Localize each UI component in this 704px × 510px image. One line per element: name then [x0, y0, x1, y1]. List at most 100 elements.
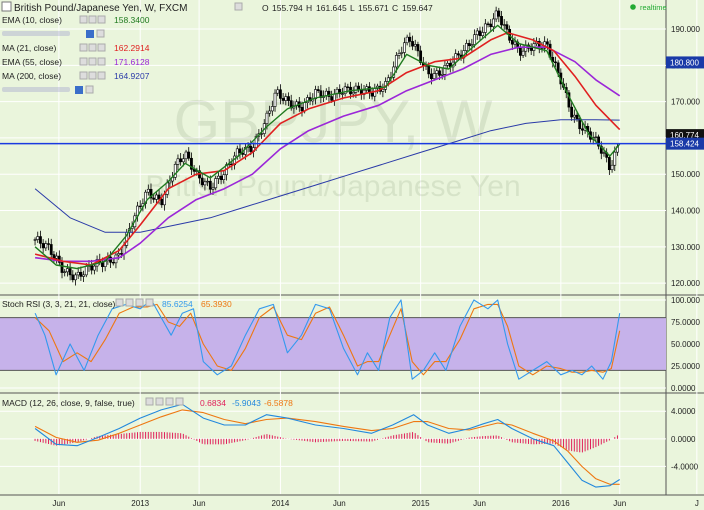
price-axis-tick-label: 170.000 [671, 98, 700, 107]
chart-title: British Pound/Japanese Yen, W, FXCM [14, 3, 187, 14]
candle-body [497, 10, 501, 17]
legend-hide-icon[interactable] [155, 397, 164, 406]
legend-close-icon[interactable] [165, 397, 174, 406]
candle-body [467, 43, 471, 47]
legend-hide-icon[interactable] [88, 43, 97, 52]
macd-signal-line [34, 409, 620, 485]
candle-body [341, 93, 344, 95]
legend-eye-icon[interactable] [75, 86, 83, 94]
time-axis-tick-label: 2014 [272, 499, 290, 508]
time-axis-tick-label: J [695, 499, 699, 508]
legend-close-icon[interactable] [97, 15, 106, 24]
title-settings-button[interactable] [234, 2, 243, 11]
candle-body [79, 271, 83, 277]
legend-hide-icon[interactable] [88, 71, 97, 80]
candle-body [438, 70, 441, 76]
candle-body [276, 89, 280, 94]
candle-body [411, 41, 414, 47]
macd-legend: MACD (12, 26, close, 9, false, true) 0.6… [2, 397, 293, 408]
candle-body [211, 187, 215, 190]
candle-body [149, 188, 153, 199]
macd-axis-tick-label: -4.0000 [671, 462, 699, 471]
legend-settings-icon[interactable] [79, 57, 88, 66]
candle-body [346, 86, 350, 88]
legend-close-icon[interactable] [96, 29, 105, 38]
candle-body [68, 268, 72, 276]
indicator-legend: EMA (10, close) 158.3400 MA (21, close) 162… [2, 15, 150, 94]
legend-settings-icon[interactable] [145, 397, 154, 406]
candle-body [265, 112, 269, 124]
candle-body [427, 65, 431, 75]
legend-settings-icon[interactable] [115, 298, 124, 307]
candle-body [249, 145, 253, 152]
macd-label: MACD (12, 26, close, 9, false, true) [2, 398, 135, 408]
legend-close-icon[interactable] [97, 71, 106, 80]
candle-body [478, 30, 482, 36]
candle-body [157, 194, 161, 200]
candle-body [36, 236, 40, 240]
indicator-legend-label: EMA (10, close) [2, 15, 62, 25]
candle-body [470, 44, 474, 47]
legend-settings-icon[interactable] [79, 71, 88, 80]
candle-body [510, 39, 514, 45]
legend-settings-icon[interactable] [79, 15, 88, 24]
legend-settings-icon[interactable] [79, 43, 88, 52]
legend-close-icon[interactable] [97, 57, 106, 66]
candle-body [370, 92, 374, 97]
candle-body [400, 52, 404, 54]
candle-body [76, 271, 80, 276]
indicator-legend-label: MA (200, close) [2, 71, 61, 81]
candle-body [578, 118, 582, 130]
candle-body [456, 53, 460, 56]
candle-body [483, 23, 487, 33]
candle-body [327, 90, 331, 97]
candle-body [597, 136, 600, 147]
legend-hide-icon[interactable] [125, 298, 134, 307]
candle-body [413, 44, 417, 47]
candle-body [287, 96, 290, 101]
candle-body [219, 175, 223, 180]
candle-body [208, 180, 212, 190]
legend-close-icon[interactable] [135, 298, 144, 307]
legend-hide-icon[interactable] [88, 15, 97, 24]
time-axis-tick-label: Jun [333, 499, 346, 508]
candle-body [500, 16, 503, 26]
candle-body [432, 73, 436, 80]
price-tag-label: 180.800 [670, 58, 699, 67]
candle-body [381, 89, 385, 92]
ohlc-close-value: 159.647 [402, 3, 433, 13]
candle-body [82, 274, 85, 277]
candle-body [181, 158, 185, 163]
stoch-rsi-band [0, 317, 666, 371]
indicator-legend-label: EMA (55, close) [2, 57, 62, 67]
candle-body [505, 24, 509, 30]
candle-body [300, 106, 304, 112]
stoch-rsi-axis-tick-label: 25.0000 [671, 362, 700, 371]
legend-more-icon[interactable] [145, 298, 154, 307]
legend-more-icon[interactable] [175, 397, 184, 406]
candle-body [60, 262, 64, 273]
price-tag-label: 160.774 [670, 131, 699, 140]
candle-body [416, 44, 420, 52]
legend-eye-icon[interactable] [86, 30, 94, 38]
candle-body [206, 180, 210, 183]
legend-hide-icon[interactable] [88, 57, 97, 66]
candle-body [572, 114, 576, 118]
collapse-button[interactable] [1, 1, 12, 12]
macd-macd-value: -5.9043 [232, 398, 261, 408]
legend-close-icon[interactable] [97, 43, 106, 52]
candle-body [465, 43, 468, 51]
legend-close-icon[interactable] [85, 85, 94, 94]
candle-body [575, 114, 579, 120]
candle-body [394, 55, 398, 68]
price-axis-tick-label: 120.000 [671, 279, 700, 288]
realtime-indicator-icon [630, 4, 636, 10]
candle-body [154, 194, 158, 200]
candle-body [187, 151, 191, 159]
candle-body [101, 262, 104, 267]
price-tag [666, 137, 704, 150]
macd-axis-tick-label: 0.0000 [671, 435, 696, 444]
time-axis-tick-label: 2015 [412, 499, 430, 508]
candle-body [613, 151, 617, 166]
